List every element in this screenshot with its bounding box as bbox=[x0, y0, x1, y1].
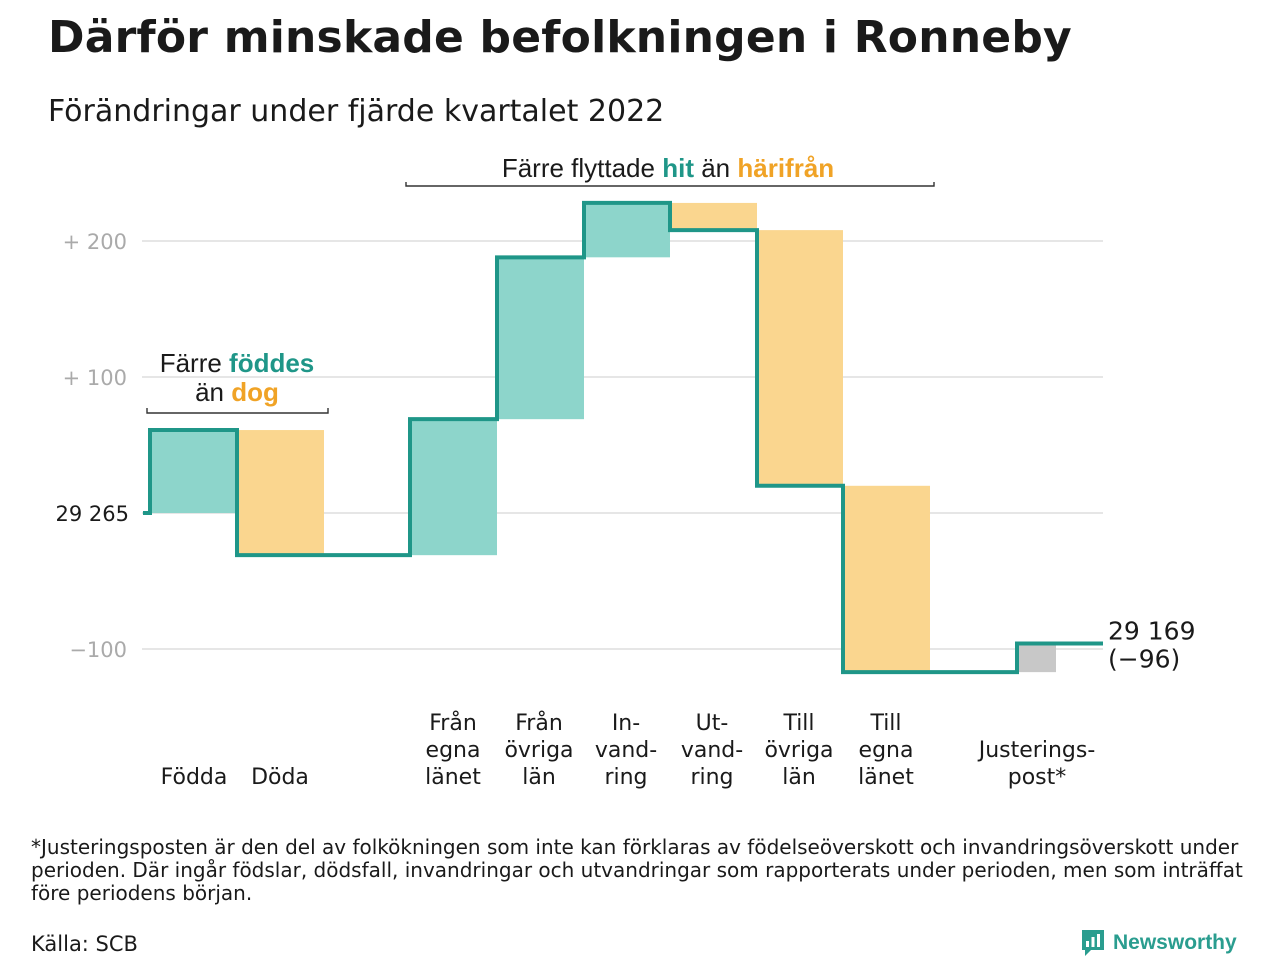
annotation-bracket bbox=[146, 408, 329, 414]
waterfall-bar bbox=[584, 202, 670, 258]
brand-logo: Newsworthy bbox=[1080, 928, 1237, 958]
start-value-label: 29 265 bbox=[56, 502, 129, 526]
annotation-span: dog bbox=[231, 377, 279, 407]
category-label: post* bbox=[1008, 765, 1067, 790]
category-label: Döda bbox=[251, 765, 309, 790]
category-label: län bbox=[522, 765, 556, 790]
annotation-span: Färre bbox=[160, 348, 229, 378]
category-label: vand- bbox=[681, 738, 743, 763]
y-tick-label: −100 bbox=[69, 638, 127, 662]
y-tick-label: + 200 bbox=[63, 230, 127, 254]
category-label: egna bbox=[859, 738, 914, 763]
category-label: Födda bbox=[161, 765, 228, 790]
category-label: länet bbox=[425, 765, 481, 790]
category-label: Ut- bbox=[696, 711, 729, 736]
category-label: övriga bbox=[764, 738, 833, 763]
annotation-migration: Färre flyttade hit än härifrån bbox=[502, 153, 834, 183]
category-label: egna bbox=[426, 738, 481, 763]
waterfall-bar bbox=[1017, 643, 1056, 673]
category-label: Till bbox=[869, 711, 901, 736]
annotation-births-deaths: än dog bbox=[195, 377, 279, 407]
category-label: ring bbox=[604, 765, 647, 790]
source-label: Källa: SCB bbox=[31, 932, 138, 956]
category-label: vand- bbox=[595, 738, 657, 763]
waterfall-bar bbox=[757, 230, 843, 486]
category-label: Från bbox=[515, 710, 563, 736]
waterfall-bar bbox=[843, 485, 930, 673]
annotation-span: hit bbox=[662, 153, 694, 183]
footnote: *Justeringsposten är den del av folkökni… bbox=[31, 835, 1243, 905]
waterfall-bar bbox=[410, 419, 497, 556]
category-label: Till bbox=[782, 711, 814, 736]
annotation-span: än bbox=[195, 377, 231, 407]
annotation-span: än bbox=[694, 153, 737, 183]
y-tick-label: + 100 bbox=[63, 366, 127, 390]
category-label: övriga bbox=[504, 738, 573, 763]
annotation-births-deaths: Färre föddes bbox=[160, 348, 315, 378]
category-label: In- bbox=[612, 711, 640, 736]
end-change-label: (−96) bbox=[1108, 645, 1180, 674]
waterfall-bar bbox=[237, 430, 324, 556]
category-label: län bbox=[782, 765, 816, 790]
chart-title: Därför minskade befolkningen i Ronneby bbox=[48, 12, 1072, 63]
annotation-span: härifrån bbox=[737, 153, 834, 183]
category-label: Justerings- bbox=[977, 738, 1096, 763]
brand-name: Newsworthy bbox=[1113, 931, 1237, 954]
newsworthy-logo-icon bbox=[1082, 930, 1104, 956]
waterfall-bar bbox=[150, 430, 237, 513]
waterfall-bar bbox=[497, 257, 584, 420]
annotation-span: föddes bbox=[229, 348, 314, 378]
category-label: länet bbox=[858, 765, 914, 790]
chart-subtitle: Förändringar under fjärde kvartalet 2022 bbox=[48, 94, 665, 129]
cumulative-line bbox=[143, 200, 1103, 675]
category-label: Från bbox=[429, 710, 477, 736]
annotation-bracket bbox=[405, 182, 935, 187]
annotation-span: Färre flyttade bbox=[502, 153, 662, 183]
waterfall-bar bbox=[670, 202, 757, 231]
end-value-label: 29 169 bbox=[1108, 617, 1195, 646]
category-label: ring bbox=[690, 765, 733, 790]
